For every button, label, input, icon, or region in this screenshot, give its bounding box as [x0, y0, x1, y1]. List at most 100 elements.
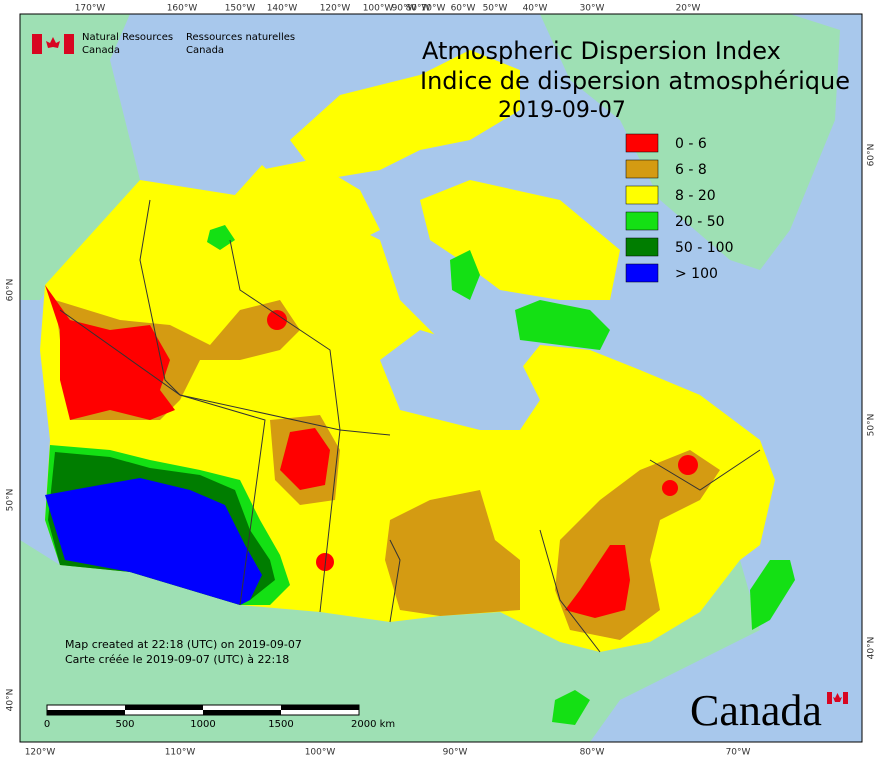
top-tick-label: 50°W	[483, 4, 508, 14]
note: Carte créée le 2019-09-07 (UTC) à 22:18	[65, 653, 289, 666]
index-0-6	[565, 545, 630, 618]
top-tick-label: 150°W	[225, 4, 256, 14]
date: 2019-09-07	[498, 98, 626, 123]
top-tick-label: 80°W	[406, 4, 431, 14]
index-20-50	[552, 690, 590, 725]
index-0-6	[678, 455, 698, 475]
index-over-100	[45, 478, 262, 605]
wordmark: Canada	[690, 686, 822, 735]
hudson-bay	[380, 330, 540, 430]
flag-bar	[827, 692, 832, 704]
top-tick-label: 90°W	[392, 4, 417, 14]
bottom-tick-label: 70°W	[726, 748, 751, 758]
index-20-50	[750, 560, 795, 630]
flag-bar	[843, 692, 848, 704]
index-20-50	[450, 250, 480, 300]
alaska	[20, 14, 140, 300]
legend-label: 20 - 50	[675, 214, 725, 230]
top-tick-label: 100°W	[363, 4, 394, 14]
index-20-50	[515, 300, 610, 350]
baffin-island	[420, 180, 620, 300]
scale-segment	[47, 710, 125, 715]
graticule-labels: 170°W 160°W 150°W 140°W 120°W 100°W90°W80°W70…	[6, 4, 877, 758]
maple-leaf	[46, 37, 60, 48]
index-20-50	[207, 225, 235, 250]
top-tick-label: 60°W	[451, 4, 476, 14]
index-6-8	[385, 490, 520, 616]
scale-label: 2000 km	[351, 719, 395, 730]
top-tick-label: 20°W	[676, 4, 701, 14]
scale-label: 500	[115, 719, 134, 730]
right-tick-label: 40°N	[867, 637, 877, 660]
greenland	[540, 14, 840, 270]
index-0-6	[45, 285, 175, 420]
border	[319, 429, 341, 613]
flag-bar	[64, 34, 74, 54]
legend-swatch	[625, 159, 659, 179]
scale-label: 1000	[190, 719, 215, 730]
left-tick-label: 40°N	[6, 689, 16, 712]
bottom-tick-label: 110°W	[165, 748, 196, 758]
org-en: Canada	[82, 45, 120, 56]
top-tick-label: 70°W	[421, 4, 446, 14]
top-tick-label: 40°W	[523, 4, 548, 14]
left-tick-label: 50°N	[6, 489, 16, 512]
legend-swatch	[625, 185, 659, 205]
scale-segment	[281, 705, 359, 710]
border	[539, 529, 601, 653]
legend-label: 8 - 20	[675, 188, 716, 204]
borders	[59, 199, 761, 653]
border	[59, 309, 391, 436]
legend-swatch	[625, 237, 659, 257]
legend-label: 0 - 6	[675, 136, 707, 152]
scale-label: 1500	[268, 719, 293, 730]
index-0-6	[280, 428, 330, 490]
scale-labels: 0 500 1000 1500 2000 km	[44, 719, 395, 730]
border	[229, 239, 341, 431]
right-tick-label: 50°N	[867, 414, 877, 437]
scale-label: 0	[44, 719, 50, 730]
scale-segment	[203, 710, 281, 715]
arctic-island	[235, 160, 380, 250]
scale-segment	[125, 705, 203, 710]
note: Map created at 22:18 (UTC) on 2019-09-07	[65, 638, 302, 651]
index-0-6	[267, 310, 287, 330]
bottom-tick-label: 120°W	[25, 748, 56, 758]
top-tick-label: 120°W	[320, 4, 351, 14]
border	[139, 199, 181, 396]
border	[649, 449, 761, 491]
arctic-island	[290, 50, 520, 180]
legend-label: 50 - 100	[675, 240, 734, 256]
map-border	[19, 13, 863, 743]
top-tick-label: 170°W	[75, 4, 106, 14]
legend-swatch	[625, 211, 659, 231]
legend-label: 6 - 8	[675, 162, 707, 178]
legend-label: > 100	[675, 266, 718, 282]
maple-leaf	[833, 693, 842, 702]
wordmark-flag	[827, 692, 848, 704]
right-tick-label: 60°N	[867, 144, 877, 167]
index-0-6	[662, 480, 678, 496]
bottom-tick-label: 90°W	[443, 748, 468, 758]
title: Atmospheric Dispersion Index	[422, 37, 781, 65]
legend: 0 - 6 6 - 8 8 - 20 20 - 50 50 - 100 > 100	[625, 133, 734, 283]
scale-bar	[46, 704, 360, 716]
labrador	[590, 370, 720, 470]
org-fr: Canada	[186, 45, 224, 56]
border	[179, 394, 266, 606]
nrcan-logo	[32, 34, 74, 54]
legend-swatch	[625, 133, 659, 153]
top-tick-label: 160°W	[167, 4, 198, 14]
title: Indice de dispersion atmosphérique	[420, 67, 850, 95]
org-en: Natural Resources	[82, 32, 173, 43]
legend-swatch	[625, 263, 659, 283]
left-tick-label: 60°N	[6, 279, 16, 302]
top-tick-label: 30°W	[580, 4, 605, 14]
bottom-tick-label: 80°W	[580, 748, 605, 758]
org-fr: Ressources naturelles	[186, 32, 295, 43]
bottom-tick-label: 100°W	[305, 748, 336, 758]
flag-bar	[32, 34, 42, 54]
top-tick-label: 140°W	[267, 4, 298, 14]
border	[389, 539, 401, 623]
